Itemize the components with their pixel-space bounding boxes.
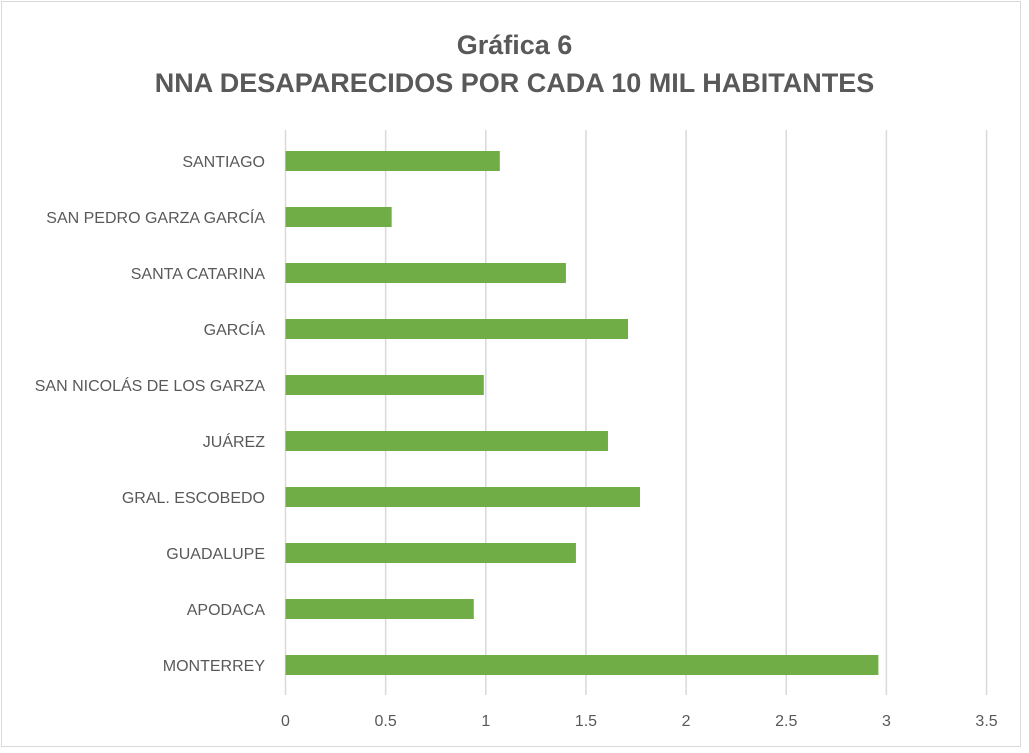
- bar: [285, 207, 392, 227]
- bar: [285, 375, 484, 395]
- x-tick-label: 0: [281, 713, 290, 730]
- y-category-label: MONTERREY: [163, 658, 266, 675]
- x-tick-label: 2.5: [775, 713, 797, 730]
- bar: [285, 151, 500, 171]
- bar: [285, 263, 566, 283]
- x-tick-label: 0.5: [375, 713, 397, 730]
- y-category-label: SAN NICOLÁS DE LOS GARZA: [35, 376, 266, 395]
- y-category-label: APODACA: [187, 602, 266, 619]
- y-category-label: JUÁREZ: [203, 432, 265, 451]
- y-category-label: GARCÍA: [204, 320, 266, 339]
- x-tick-label: 2: [682, 713, 691, 730]
- bar: [285, 319, 629, 339]
- y-category-label: SAN PEDRO GARZA GARCÍA: [46, 208, 265, 227]
- y-category-label: GUADALUPE: [166, 546, 265, 563]
- y-category-label: SANTA CATARINA: [131, 266, 266, 283]
- bar: [285, 431, 608, 451]
- x-tick-label: 1: [481, 713, 490, 730]
- bar: [285, 487, 641, 507]
- bar: [285, 655, 879, 675]
- y-category-label: GRAL. ESCOBEDO: [122, 490, 265, 507]
- x-tick-label: 1.5: [575, 713, 597, 730]
- chart-subtitle: NNA DESAPARECIDOS POR CADA 10 MIL HABITA…: [154, 68, 875, 98]
- x-tick-label: 3: [882, 713, 891, 730]
- chart-title: Gráfica 6: [456, 30, 573, 60]
- bar: [285, 543, 576, 563]
- y-category-label: SANTIAGO: [182, 154, 265, 171]
- bar: [285, 599, 474, 619]
- x-tick-label: 3.5: [975, 713, 997, 730]
